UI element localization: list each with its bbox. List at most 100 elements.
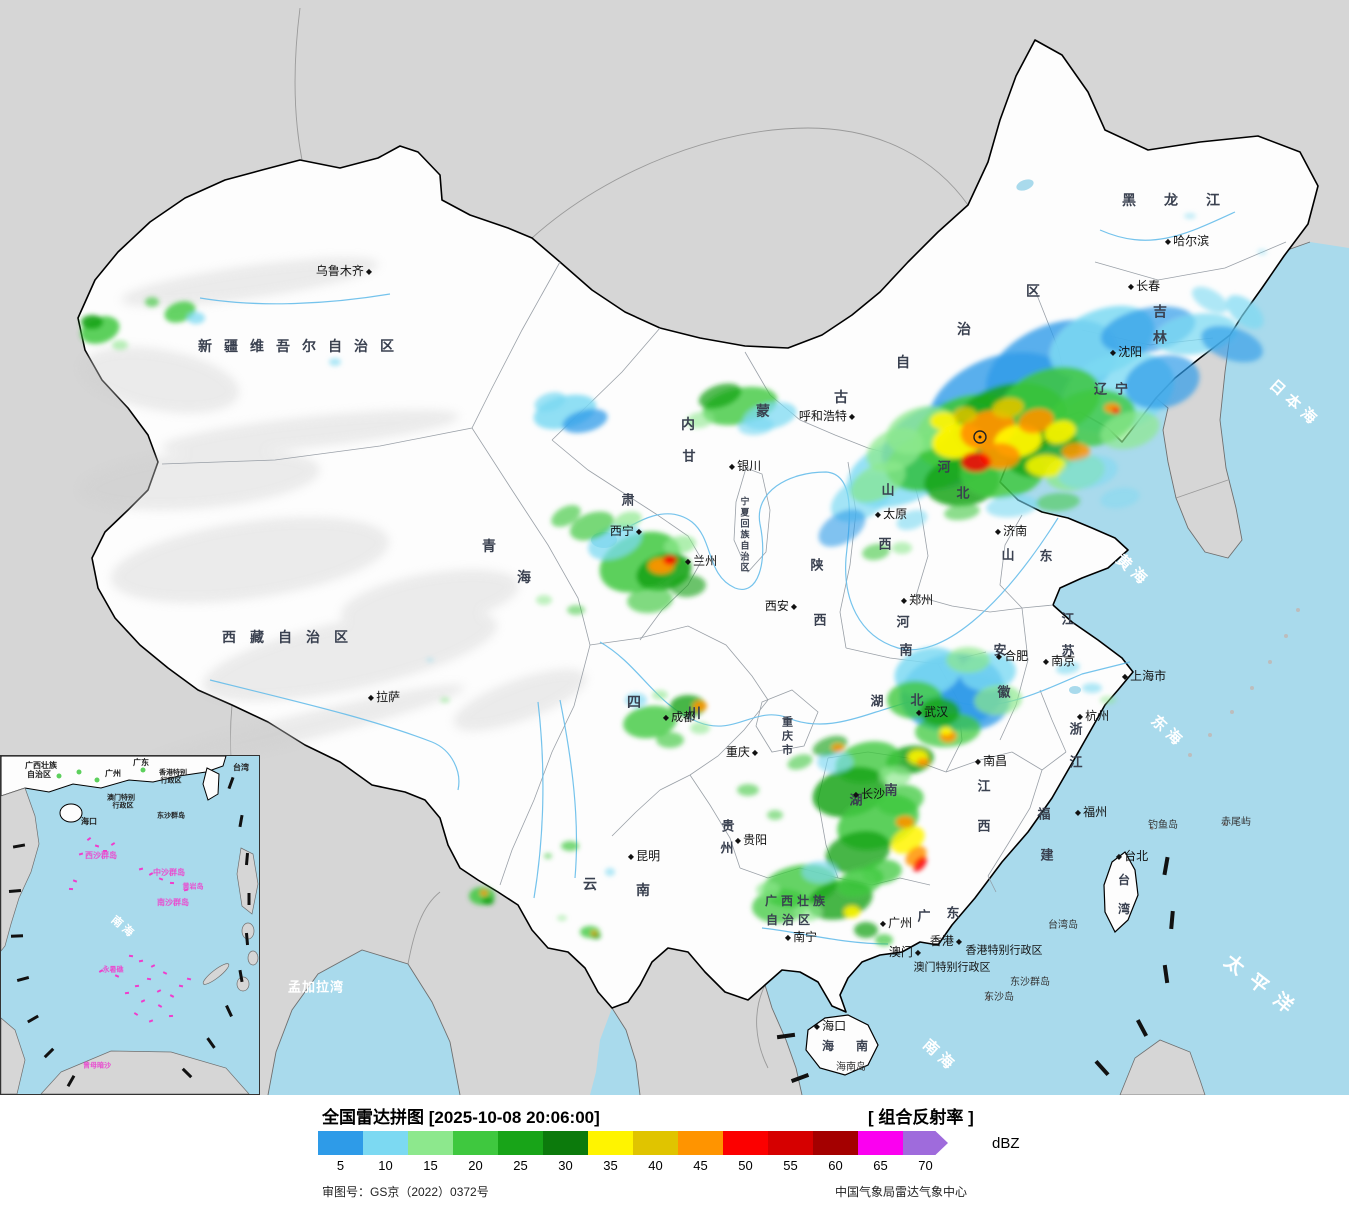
radar-cell xyxy=(329,358,341,366)
radar-cell xyxy=(879,766,911,786)
legend-tick-value: 65 xyxy=(873,1158,888,1173)
legend-tick-value: 25 xyxy=(513,1158,528,1173)
legend-color-segment xyxy=(453,1131,498,1155)
radar-cell xyxy=(81,315,103,329)
reef-marker xyxy=(140,999,146,1003)
radar-cell xyxy=(1257,249,1267,255)
inset-dash-segment xyxy=(12,843,26,849)
reef-marker xyxy=(169,994,175,998)
color-scale-ticks: 5 10 15 20 25 30 35 40 45 50 55 60 65 70 xyxy=(318,1158,948,1173)
reef-marker xyxy=(162,971,168,975)
radar-cell xyxy=(440,697,450,703)
radar-cell xyxy=(738,416,774,436)
inset-dash-segment xyxy=(244,932,250,946)
inset-lbl-label: 东沙群岛 xyxy=(157,812,185,820)
legend-tick-value: 40 xyxy=(648,1158,663,1173)
inset-lbl-label: 行政区 xyxy=(160,777,182,785)
radar-cell xyxy=(1184,213,1196,219)
reef-marker xyxy=(168,1014,174,1018)
legend-color-segment xyxy=(498,1131,543,1155)
inset-philippine-islands xyxy=(202,922,259,992)
inset-borneo xyxy=(40,1050,250,1094)
radar-cell xyxy=(862,543,890,561)
radar-cell xyxy=(767,810,783,820)
radar-cell xyxy=(145,297,159,307)
radar-cell xyxy=(625,693,647,707)
radar-cell xyxy=(896,509,928,531)
reef-marker xyxy=(134,984,140,988)
reef-marker xyxy=(114,974,120,978)
dash-segment xyxy=(1169,910,1175,930)
inset-lbl-label: 曾母暗沙 xyxy=(83,1062,111,1070)
radar-cell xyxy=(480,890,488,896)
legend-color-segment xyxy=(723,1131,768,1155)
radar-cell xyxy=(544,853,552,859)
radar-cell xyxy=(562,408,608,434)
inset-nine-dash-line xyxy=(8,776,251,1087)
reef-marker xyxy=(138,959,144,963)
radar-cell xyxy=(876,784,924,816)
radar-cell xyxy=(986,494,1038,518)
inset-reef-markers xyxy=(68,837,192,1023)
radar-cell xyxy=(946,647,990,673)
radar-cell xyxy=(892,542,912,554)
reef-marker xyxy=(128,954,134,958)
radar-cell xyxy=(1124,355,1200,409)
radar-cell xyxy=(670,574,706,598)
radar-cell xyxy=(591,931,597,935)
radar-cell xyxy=(802,861,838,883)
legend-tick-value: 5 xyxy=(336,1158,345,1173)
radar-cell xyxy=(605,868,615,876)
radar-cell xyxy=(693,701,707,711)
radar-cell xyxy=(614,511,642,529)
reef-marker xyxy=(72,879,78,883)
radar-cell xyxy=(896,816,914,828)
radar-echo-layer xyxy=(80,213,1267,946)
inset-lbl-label: 南沙群岛 xyxy=(157,898,189,907)
reef-marker xyxy=(150,964,156,968)
inset-lbl-label: 广州 xyxy=(105,769,121,778)
reef-marker xyxy=(78,852,84,856)
inset-dash-segment xyxy=(27,1014,39,1024)
hainan-island xyxy=(805,1014,879,1076)
island-shapes xyxy=(805,608,1300,1095)
inset-dash-segment xyxy=(10,934,24,938)
radar-cell xyxy=(854,922,878,938)
radar-cell xyxy=(844,906,860,918)
reef-marker xyxy=(183,888,189,892)
radar-cell xyxy=(992,397,1024,419)
map-approval-number: 审图号：GS京（2022）0372号 xyxy=(322,1185,489,1199)
legend-color-segment xyxy=(543,1131,588,1155)
radar-cell xyxy=(1226,295,1264,329)
radar-cell xyxy=(917,758,929,766)
inset-dash-segment xyxy=(66,1075,76,1087)
reef-marker xyxy=(110,842,116,846)
inset-lbl-label: 南海 xyxy=(108,914,138,942)
radar-cell xyxy=(1026,455,1066,477)
reef-marker xyxy=(156,989,162,993)
reef-marker xyxy=(68,887,74,891)
legend-color-segment xyxy=(858,1131,903,1155)
radar-cell xyxy=(756,882,780,898)
inset-malay xyxy=(1,1017,26,1094)
legend-color-segment xyxy=(633,1131,678,1155)
dash-segment xyxy=(776,1032,796,1040)
inset-canvas xyxy=(1,756,259,1094)
dash-segment xyxy=(790,1073,810,1083)
inset-lbl-label: 黄岩岛 xyxy=(182,883,204,891)
radar-cell xyxy=(623,705,677,739)
inset-dash-segment xyxy=(8,888,22,894)
legend-color-segment xyxy=(768,1131,813,1155)
radar-cell xyxy=(1082,683,1102,693)
inset-dash-segment xyxy=(225,1004,233,1018)
agency-credit: 中国气象局雷达气象中心 xyxy=(835,1185,968,1199)
inset-lbl-label: 中沙群岛 xyxy=(153,868,185,877)
radar-cell xyxy=(663,555,677,565)
inset-lbl-label: 自治区 xyxy=(27,770,51,779)
inset-vietnam xyxy=(1,787,40,952)
reef-marker xyxy=(148,872,154,876)
inset-lbl-label: 广西壮族 xyxy=(25,761,57,770)
radar-cell xyxy=(1056,661,1080,675)
inset-lbl-label: 台湾 xyxy=(233,763,249,772)
